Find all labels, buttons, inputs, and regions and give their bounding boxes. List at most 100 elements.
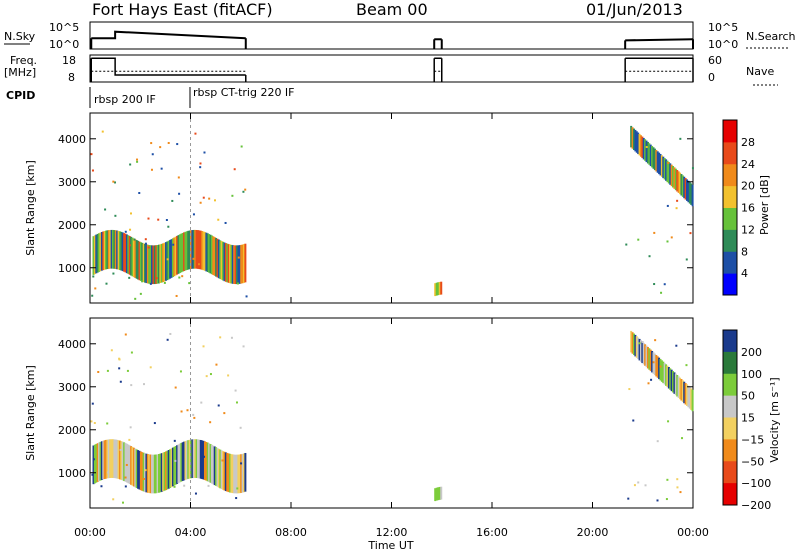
echo-cell: [118, 440, 121, 480]
echo-cell: [215, 237, 218, 277]
echo-cell: [651, 145, 654, 168]
echo-cell: [181, 232, 184, 272]
echo-cell: [676, 170, 679, 192]
nsearch-tick-top: 10^5: [708, 21, 738, 34]
scatter-point: [654, 339, 657, 342]
scatter-point: [166, 258, 169, 261]
echo-cell: [160, 243, 163, 283]
echo-cell: [192, 229, 195, 269]
echo-cell: [176, 235, 179, 275]
freq-series: [90, 57, 694, 82]
scatter-point: [231, 194, 234, 197]
echo-cell: [679, 172, 682, 195]
echo-cell: [224, 243, 227, 282]
echo-cell: [655, 354, 658, 377]
echo-far-echo: [630, 330, 694, 412]
echo-cell: [184, 441, 187, 480]
scatter-point: [676, 478, 679, 481]
echo-cell: [681, 380, 684, 402]
scatter-point: [181, 275, 184, 278]
scatter-point: [130, 384, 133, 387]
echo-cell: [660, 155, 663, 177]
echo-cell: [123, 442, 126, 482]
scatter-point: [645, 146, 648, 149]
scatter-point: [144, 238, 147, 241]
echo-cell: [176, 445, 179, 484]
scatter-point: [124, 485, 127, 488]
ytick-label-3: 4000: [58, 133, 86, 146]
velocity-colorbar: 200 100 50 15 −15 −50 −100 −200: [722, 329, 771, 512]
scatter-point: [675, 207, 678, 210]
echo-cell: [195, 439, 198, 478]
echo-cell: [141, 452, 144, 491]
scatter-point: [183, 484, 186, 487]
power-colorbar-label: Power [dB]: [758, 175, 771, 235]
echo-cell: [674, 373, 677, 396]
echo-cell: [217, 448, 220, 488]
scatter-point: [679, 137, 682, 140]
scatter-point: [107, 471, 110, 474]
xtick-label-4: 16:00: [476, 526, 508, 539]
beam-label: Beam 00: [356, 0, 428, 19]
scatter-point: [637, 481, 640, 484]
scatter-point: [213, 199, 216, 202]
xtick-label-5: 20:00: [577, 526, 609, 539]
echo-cell: [197, 230, 200, 269]
echo-cell: [173, 237, 176, 277]
echo-cell: [178, 443, 181, 483]
echo-cell: [688, 387, 691, 409]
scatter-point: [129, 228, 132, 231]
echo-cell: [121, 232, 124, 272]
echo-cell: [644, 139, 647, 161]
scatter-point: [177, 176, 180, 179]
scatter-point: [112, 272, 115, 275]
scatter-point: [197, 263, 200, 266]
echo-cell: [672, 166, 675, 188]
echo-cell: [215, 447, 218, 486]
colorbar-tick-5: −50: [741, 455, 764, 468]
echo-cell: [148, 245, 151, 284]
scatter-point: [648, 255, 651, 258]
colorbar-tick-2: 50: [741, 390, 755, 403]
echo-cell: [646, 141, 649, 164]
scatter-point: [235, 497, 238, 500]
echo-cell: [203, 441, 206, 481]
echo-cell: [191, 439, 194, 479]
scatter-point: [230, 336, 233, 339]
scatter-point: [125, 463, 128, 466]
echo-cell: [96, 443, 99, 482]
scatter-point: [675, 344, 678, 347]
noise-series: [90, 30, 694, 49]
echo-cell: [670, 164, 673, 187]
echo-cell: [208, 443, 211, 483]
scatter-point: [186, 409, 189, 412]
echo-cell: [141, 242, 144, 282]
echo-cell: [135, 240, 138, 279]
echo-cell: [212, 445, 215, 485]
scatter-point: [144, 242, 147, 245]
scatter-point: [128, 244, 131, 247]
echo-cell: [639, 340, 642, 362]
echo-cell: [152, 454, 155, 494]
scatter-point: [91, 294, 94, 297]
scatter-point: [112, 498, 115, 501]
echo-cell: [124, 233, 127, 273]
echo-cell: [110, 229, 113, 269]
colorbar-swatch-1: [723, 251, 737, 274]
echo-cell: [151, 245, 154, 285]
colorbar-swatch-5: [723, 163, 737, 187]
colorbar-swatch-3: [723, 207, 737, 230]
echo-cell: [188, 230, 191, 270]
echo-cell: [437, 487, 440, 501]
scatter-point: [174, 386, 177, 389]
echo-cell: [674, 168, 677, 191]
echo-cell: [634, 129, 637, 152]
power-colorbar: 4 8 12 16 20 24 28: [722, 119, 755, 296]
echo-cell: [213, 237, 216, 276]
echo-cell: [185, 440, 188, 480]
echo-cell: [648, 348, 651, 370]
echo-cell: [229, 244, 232, 284]
echo-cell: [655, 149, 658, 172]
echo-cell: [149, 245, 152, 284]
echo-cell: [229, 453, 232, 493]
